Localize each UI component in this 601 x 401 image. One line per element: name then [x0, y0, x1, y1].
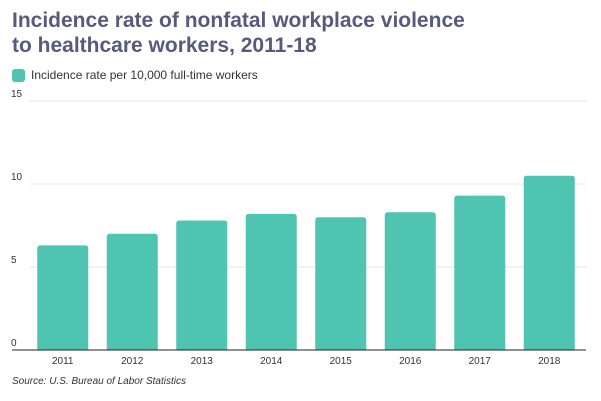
x-tick-label: 2018: [538, 356, 561, 367]
chart-title-line-2: to healthcare workers, 2011-18: [12, 34, 317, 57]
legend-swatch: [12, 68, 25, 82]
chart-title: Incidence rate of nonfatal workplace vio…: [12, 8, 572, 58]
bar: [245, 213, 297, 350]
x-tick-label: 2015: [330, 356, 353, 367]
x-tick-label: 2014: [260, 356, 283, 367]
bar: [315, 217, 367, 350]
x-tick-label: 2011: [52, 356, 74, 367]
bar: [106, 233, 158, 350]
y-tick-label: 15: [11, 89, 23, 100]
x-tick-label: 2016: [399, 356, 422, 367]
x-tick-label: 2017: [469, 356, 492, 367]
x-tick-label: 2013: [191, 356, 214, 367]
y-tick-label: 0: [11, 338, 17, 349]
bar: [176, 220, 228, 350]
bar: [454, 195, 506, 350]
y-tick-label: 5: [11, 255, 17, 266]
bar: [384, 212, 436, 350]
source-note: Source: U.S. Bureau of Labor Statistics: [12, 376, 186, 387]
legend: Incidence rate per 10,000 full-time work…: [12, 67, 258, 83]
y-tick-label: 10: [11, 172, 23, 183]
bar: [523, 175, 575, 350]
chart-title-line-1: Incidence rate of nonfatal workplace vio…: [12, 9, 465, 32]
legend-label: Incidence rate per 10,000 full-time work…: [31, 68, 258, 82]
bar: [37, 245, 89, 350]
x-tick-label: 2012: [121, 356, 144, 367]
